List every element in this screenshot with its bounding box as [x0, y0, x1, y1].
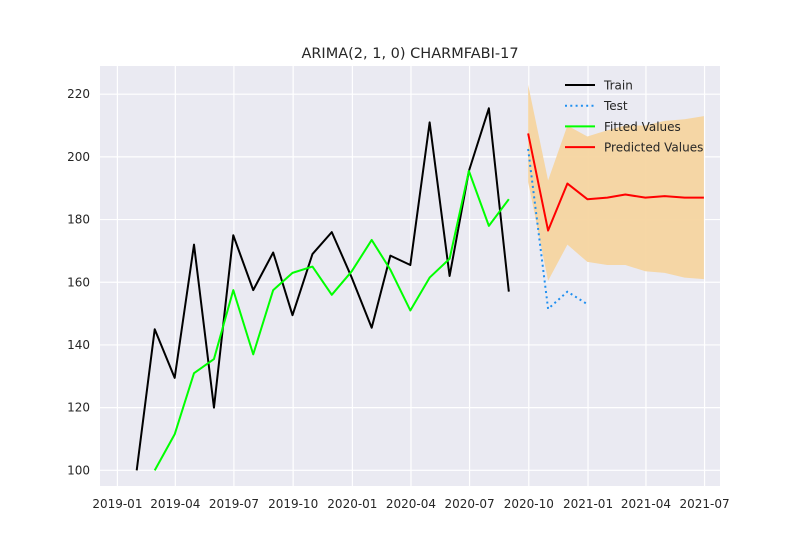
- x-tick-label: 2020-07: [444, 497, 494, 511]
- x-tick-label: 2020-04: [386, 497, 436, 511]
- y-tick-label: 120: [67, 401, 90, 415]
- y-tick-label: 220: [67, 87, 90, 101]
- y-tick-label: 180: [67, 213, 90, 227]
- legend-label-fitted-values: Fitted Values: [604, 120, 681, 134]
- x-tick-label: 2019-10: [268, 497, 318, 511]
- x-tick-label: 2019-01: [92, 497, 142, 511]
- y-tick-label: 100: [67, 463, 90, 477]
- series-lines: [135, 107, 704, 471]
- legend-label-predicted-values: Predicted Values: [604, 141, 703, 155]
- y-tick-label: 140: [67, 338, 90, 352]
- train-line: [135, 107, 510, 471]
- legend: Train Test Fitted Values Predicted Values: [565, 79, 703, 155]
- test-line: [527, 148, 588, 310]
- chart-title: ARIMA(2, 1, 0) CHARMFABI-17: [301, 46, 518, 62]
- x-tick-label: 2021-04: [621, 497, 671, 511]
- legend-label-train: Train: [603, 79, 633, 93]
- predicted-values-line: [527, 133, 704, 232]
- x-tick-label: 2020-01: [327, 497, 377, 511]
- x-tick-label: 2020-10: [504, 497, 554, 511]
- grid-lines: [100, 66, 720, 486]
- confidence-band-area: [528, 84, 704, 281]
- confidence-band: [528, 84, 704, 281]
- legend-label-test: Test: [603, 99, 628, 113]
- y-tick-label: 200: [67, 150, 90, 164]
- y-tick-label: 160: [67, 275, 90, 289]
- x-axis-ticks: 2019-01 2019-04 2019-07 2019-10 2020-01 2020-…: [92, 497, 729, 511]
- x-tick-label: 2021-07: [679, 497, 729, 511]
- x-tick-label: 2019-04: [150, 497, 200, 511]
- fitted-values-line: [153, 170, 510, 471]
- x-tick-label: 2021-01: [563, 497, 613, 511]
- x-tick-label: 2019-07: [209, 497, 259, 511]
- y-axis-ticks: 100 120 140 160 180 200 220: [67, 87, 90, 477]
